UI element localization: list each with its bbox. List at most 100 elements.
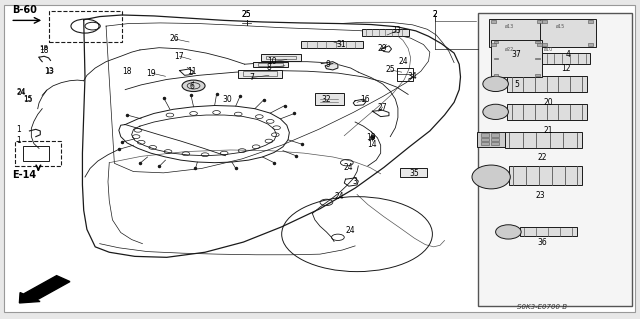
Text: 7: 7 — [249, 73, 254, 82]
Text: 15: 15 — [22, 95, 33, 104]
Text: 5: 5 — [515, 80, 519, 89]
Text: 33: 33 — [392, 26, 401, 35]
Polygon shape — [321, 62, 338, 70]
Bar — [507, 76, 587, 92]
Text: 4: 4 — [565, 50, 570, 59]
Bar — [493, 74, 498, 76]
Bar — [540, 19, 596, 47]
Text: 3: 3 — [353, 177, 358, 186]
Text: 30: 30 — [223, 95, 232, 104]
Bar — [243, 71, 276, 76]
Text: 24: 24 — [346, 226, 355, 234]
Bar — [258, 63, 283, 66]
Bar — [261, 54, 301, 61]
Bar — [588, 43, 593, 46]
Text: E-14: E-14 — [12, 170, 36, 180]
Bar — [491, 40, 542, 77]
Bar — [505, 132, 582, 148]
Text: 18: 18 — [40, 46, 49, 56]
Text: 6: 6 — [190, 82, 195, 91]
Bar — [507, 104, 587, 120]
Text: 9: 9 — [325, 60, 330, 69]
Bar — [15, 141, 61, 167]
Bar — [238, 70, 282, 78]
Text: 25: 25 — [242, 10, 252, 19]
Text: 20: 20 — [543, 98, 553, 107]
Text: 11: 11 — [188, 67, 197, 76]
Text: 35: 35 — [410, 169, 419, 178]
Text: 23: 23 — [536, 191, 545, 200]
Bar — [477, 132, 505, 147]
Text: 21: 21 — [543, 125, 553, 135]
Text: 8: 8 — [266, 63, 271, 72]
Text: 19: 19 — [147, 69, 156, 78]
Text: ø13: ø13 — [504, 24, 514, 29]
Text: 1: 1 — [16, 125, 21, 134]
Text: S0K3-E0700 B: S0K3-E0700 B — [517, 304, 567, 310]
Bar — [23, 146, 49, 161]
Bar — [491, 133, 499, 137]
Text: 37: 37 — [512, 50, 522, 59]
Bar — [481, 142, 488, 145]
Bar — [542, 43, 547, 46]
Bar — [535, 74, 540, 76]
Bar — [542, 20, 547, 23]
Bar — [491, 43, 496, 46]
Bar — [491, 142, 499, 145]
Bar — [535, 58, 540, 59]
FancyBboxPatch shape — [315, 93, 344, 105]
Bar — [588, 20, 593, 23]
Ellipse shape — [483, 76, 508, 92]
Bar — [400, 168, 427, 177]
Text: 13: 13 — [44, 67, 54, 76]
Text: 24: 24 — [17, 89, 26, 95]
Text: 34: 34 — [408, 72, 417, 81]
Text: 18: 18 — [122, 67, 132, 76]
Bar — [520, 227, 577, 236]
Text: ø15: ø15 — [556, 24, 564, 29]
Bar — [253, 62, 288, 67]
Text: 10: 10 — [268, 57, 277, 66]
Text: 18: 18 — [40, 45, 49, 50]
Text: 14: 14 — [367, 140, 377, 149]
Bar — [266, 56, 296, 59]
Text: 19: 19 — [366, 133, 376, 142]
Bar — [301, 41, 364, 48]
Bar — [478, 13, 632, 306]
Text: B-60: B-60 — [12, 5, 37, 15]
Text: 15: 15 — [23, 95, 32, 101]
Text: 17: 17 — [175, 52, 184, 61]
Bar — [491, 20, 496, 23]
Bar — [542, 53, 590, 63]
Ellipse shape — [495, 225, 521, 239]
Text: 22: 22 — [538, 153, 547, 162]
Bar — [491, 137, 499, 141]
Bar — [493, 41, 498, 43]
Bar — [509, 166, 582, 185]
Text: 2: 2 — [433, 10, 437, 19]
Text: 31: 31 — [336, 40, 346, 49]
Text: 13: 13 — [45, 68, 54, 74]
Text: 1: 1 — [16, 136, 21, 145]
Ellipse shape — [472, 165, 510, 189]
Text: 29: 29 — [378, 44, 387, 54]
Bar — [488, 19, 545, 47]
Bar — [538, 43, 542, 46]
Bar — [481, 133, 488, 137]
Bar — [481, 137, 488, 141]
Text: 26: 26 — [170, 34, 179, 43]
Text: ø10: ø10 — [544, 47, 553, 51]
Text: 27: 27 — [378, 103, 387, 112]
Circle shape — [182, 80, 205, 92]
Bar — [362, 29, 410, 36]
Text: 25: 25 — [385, 65, 395, 74]
Text: 24: 24 — [344, 163, 353, 172]
Bar — [493, 58, 498, 59]
Text: 16: 16 — [360, 95, 369, 104]
Text: ø22: ø22 — [504, 47, 514, 51]
Text: 24: 24 — [334, 191, 344, 201]
Bar — [49, 11, 122, 42]
Text: 2: 2 — [433, 11, 437, 19]
Text: 12: 12 — [561, 64, 571, 73]
Ellipse shape — [483, 104, 508, 120]
